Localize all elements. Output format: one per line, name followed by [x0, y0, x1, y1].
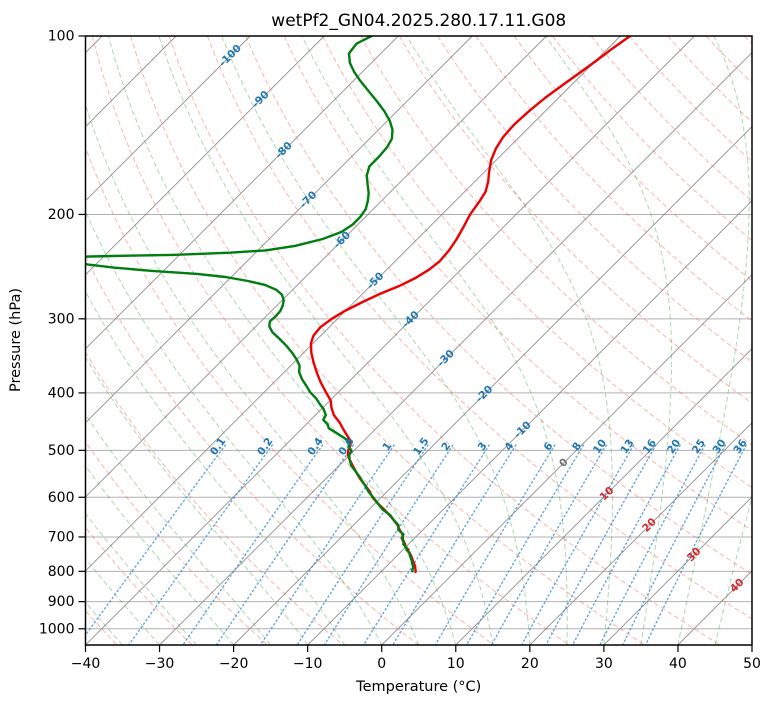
- mixing-ratio-label: 16: [641, 437, 659, 456]
- dry-adiabat-line: [744, 36, 775, 645]
- mixing-ratio-label: 1: [380, 440, 394, 453]
- mixing-ratio-line: [297, 445, 428, 645]
- axes: 1002003004005006007008009001000−40−30−20…: [39, 29, 761, 673]
- moist-adiabat-line: [0, 36, 271, 645]
- x-tick-label: 10: [447, 656, 465, 672]
- moist-adiabat-line: [302, 36, 567, 645]
- sounding-curves: [58, 36, 630, 572]
- mixing-ratio-label: 25: [690, 437, 708, 456]
- mixing-ratio-label: 8: [570, 440, 584, 453]
- x-tick-label: −30: [145, 656, 175, 672]
- mixing-ratio-label: 6: [541, 440, 555, 453]
- moist-adiabat-line: [752, 36, 775, 645]
- isotherm-line: [382, 36, 775, 645]
- dry-adiabat-line: [16, 36, 419, 645]
- isotherm-line: [0, 36, 176, 645]
- x-tick-label: 40: [669, 656, 687, 672]
- dry-adiabat-line: [706, 36, 775, 645]
- moist-adiabat-line: [407, 36, 613, 645]
- dry-adiabat-line: [0, 36, 268, 645]
- mixing-ratio-label: 1.5: [411, 436, 432, 458]
- isotherm-line: [530, 36, 775, 645]
- mixing-ratio-label: 0.4: [305, 436, 326, 458]
- dry-adiabat-line: [553, 36, 775, 645]
- chart-title: wetPf2_GN04.2025.280.17.11.G08: [271, 11, 566, 31]
- mixing-ratio-label: 30: [711, 437, 729, 456]
- mixing-ratio-label: 3: [476, 440, 490, 453]
- mixing-ratio-label: 20: [665, 437, 683, 456]
- isotherm-line: [11, 36, 620, 645]
- y-tick-label: 100: [48, 29, 75, 45]
- isotherm-line: [160, 36, 769, 645]
- x-tick-label: −40: [71, 656, 101, 672]
- mixing-ratio-line: [623, 445, 726, 645]
- plot-frame: [86, 36, 753, 645]
- x-tick-label: −10: [293, 656, 323, 672]
- mixing-ratio-line: [522, 445, 634, 645]
- y-tick-label: 700: [48, 529, 75, 545]
- y-tick-label: 500: [48, 443, 75, 459]
- dry-adiabat-line: [169, 36, 720, 645]
- mixing-ratio-line: [546, 445, 656, 645]
- x-tick-label: 50: [743, 656, 761, 672]
- mixing-ratio-line: [393, 445, 516, 645]
- mixing-ratio-line: [260, 445, 394, 645]
- x-tick-label: 0: [377, 656, 386, 672]
- dry-adiabat-line: [361, 36, 775, 645]
- moist-adiabat-line: [32, 36, 382, 645]
- dry-adiabat-line: [668, 36, 775, 645]
- plot-background: [0, 36, 775, 645]
- mixing-ratio-line: [364, 445, 489, 645]
- y-tick-label: 800: [48, 564, 75, 580]
- x-tick-label: 30: [595, 656, 613, 672]
- isotherm-line: [0, 36, 250, 645]
- moist-adiabat-line: [159, 36, 493, 645]
- mixing-ratio-line: [492, 445, 607, 645]
- dry-adiabat-line: [54, 36, 494, 645]
- mixing-ratio-line: [216, 445, 353, 645]
- dry-adiabat-line: [131, 36, 645, 645]
- y-axis-label: Pressure (hPa): [8, 288, 24, 392]
- y-tick-label: 300: [48, 311, 75, 327]
- dry-adiabat-line: [591, 36, 775, 645]
- isotherm-line: [752, 36, 775, 645]
- mixing-ratio-label: 4: [502, 440, 516, 453]
- isotherm-line: [308, 36, 775, 645]
- isotherm-line: [86, 36, 695, 645]
- dry-adiabat-line: [0, 36, 343, 645]
- y-tick-label: 1000: [39, 621, 75, 637]
- mixing-ratio-line: [324, 445, 453, 645]
- mixing-ratio-label: 0.1: [208, 436, 229, 458]
- dry-adiabat-line: [514, 36, 775, 645]
- mixing-ratio-label: 13: [618, 437, 636, 456]
- moist-adiabat-line: [0, 36, 308, 645]
- mixing-ratio-label: 0.2: [255, 436, 276, 458]
- y-tick-label: 900: [48, 594, 75, 610]
- mixing-ratio-line: [129, 445, 272, 645]
- y-tick-label: 600: [48, 490, 75, 506]
- mixing-ratio-label: 10: [591, 437, 609, 456]
- x-tick-label: 20: [521, 656, 539, 672]
- x-tick-label: −20: [219, 656, 249, 672]
- x-axis-label: Temperature (°C): [355, 679, 481, 695]
- isotherm-line: [0, 36, 398, 645]
- y-tick-label: 400: [48, 385, 75, 401]
- moist-adiabat-line: [546, 36, 672, 645]
- dry-adiabat-line: [476, 36, 775, 645]
- dry-adiabat-line: [438, 36, 775, 645]
- isotherm-line: [0, 36, 324, 645]
- temperature-curve: [311, 36, 630, 572]
- y-tick-label: 200: [48, 207, 75, 223]
- moist-adiabat-line: [0, 36, 197, 645]
- mixing-ratio-line: [646, 445, 747, 645]
